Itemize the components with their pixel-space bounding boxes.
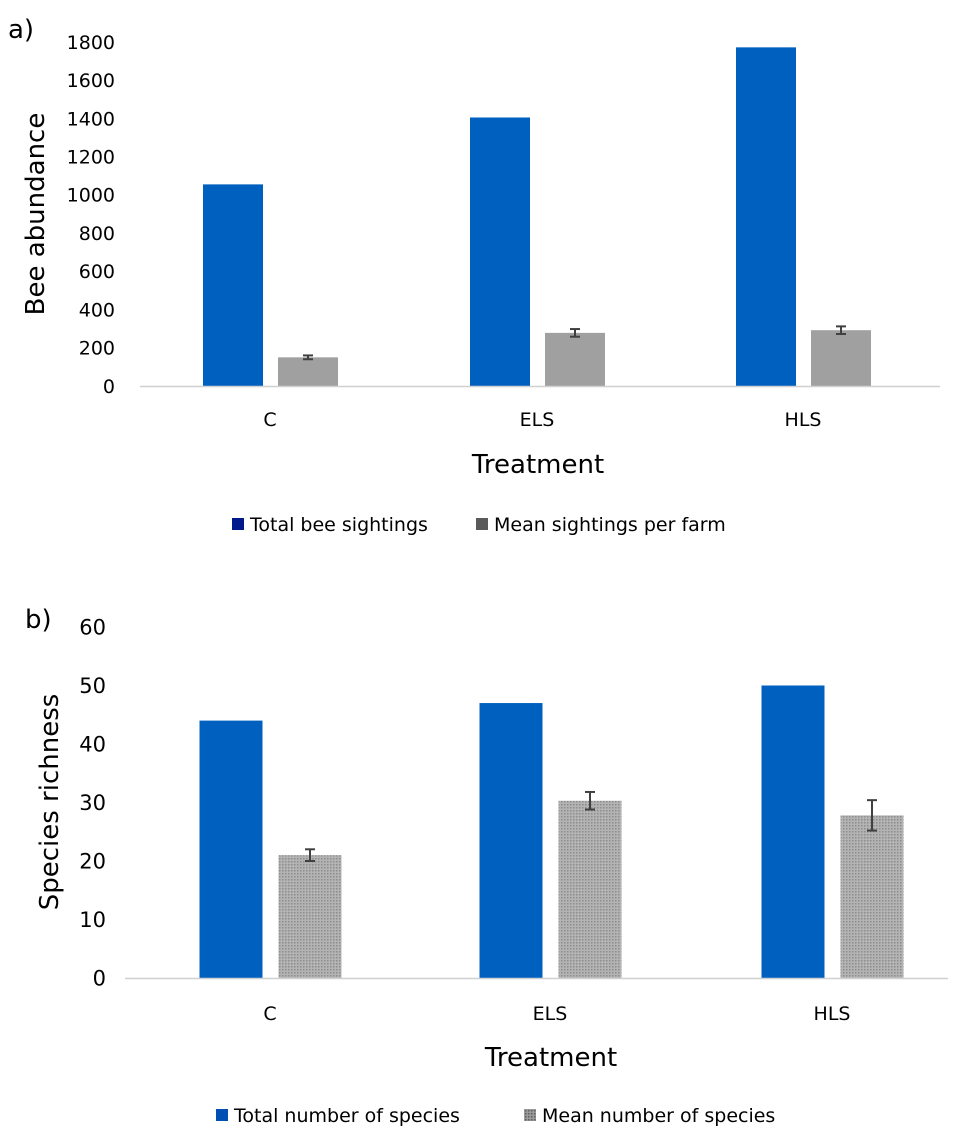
y-tick-label: 0 [93,967,106,991]
y-tick-label: 1800 [67,32,115,54]
y-tick-label: 1600 [67,70,115,92]
x-axis-title: Treatment [484,1043,617,1073]
panel-label: a) [8,15,34,45]
legend-swatch [216,1109,228,1121]
bar-total-els [479,703,543,978]
legend-swatch [232,518,244,530]
x-tick-label: C [263,1003,276,1025]
y-tick-label: 0 [103,376,115,398]
x-axis-title: Treatment [471,450,604,480]
legend-label: Total bee sightings [249,514,428,536]
y-tick-label: 30 [79,791,106,815]
y-tick-label: 10 [79,908,106,932]
y-tick-label: 800 [79,223,115,245]
y-tick-label: 200 [79,338,115,360]
panel-label: b) [25,605,52,635]
y-tick-label: 400 [79,299,115,321]
chart-panel-b: b) 0 10 20 30 40 50 60 C ELS HLS Treatment Species r… [25,605,948,1127]
bar-mean-els [558,800,622,978]
bar-total-c [203,184,263,386]
bar-mean-c [278,855,342,978]
bar-total-hls [761,685,825,978]
y-axis-title: Species richness [35,694,65,911]
x-tick-label: HLS [785,409,822,431]
legend-label: Mean sightings per farm [494,514,726,536]
y-tick-label: 1200 [67,147,115,169]
bar-mean-hls [811,330,871,386]
legend-swatch [476,518,488,530]
bar-mean-c [278,357,338,386]
bar-mean-els [545,332,605,386]
x-tick-label: C [263,409,276,431]
chart-panel-a: a) 0 200 400 600 800 1000 1200 1400 1600 1800 C ELS H… [8,15,940,536]
y-tick-label: 600 [79,261,115,283]
bar-total-c [199,720,263,978]
y-tick-label: 60 [79,616,106,640]
x-tick-label: HLS [814,1003,851,1025]
y-tick-label: 1000 [67,185,115,207]
legend-swatch [524,1109,536,1121]
y-tick-label: 20 [79,850,106,874]
x-tick-label: ELS [533,1003,568,1025]
bar-mean-hls [840,815,904,978]
bar-total-hls [736,47,796,387]
y-axis-title: Bee abundance [21,113,51,316]
legend-label: Total number of species [233,1105,460,1127]
legend-label: Mean number of species [542,1105,775,1127]
y-tick-label: 40 [79,733,106,757]
bar-total-els [470,117,530,386]
y-tick-label: 50 [79,674,106,698]
y-tick-label: 1400 [67,108,115,130]
x-tick-label: ELS [520,409,555,431]
